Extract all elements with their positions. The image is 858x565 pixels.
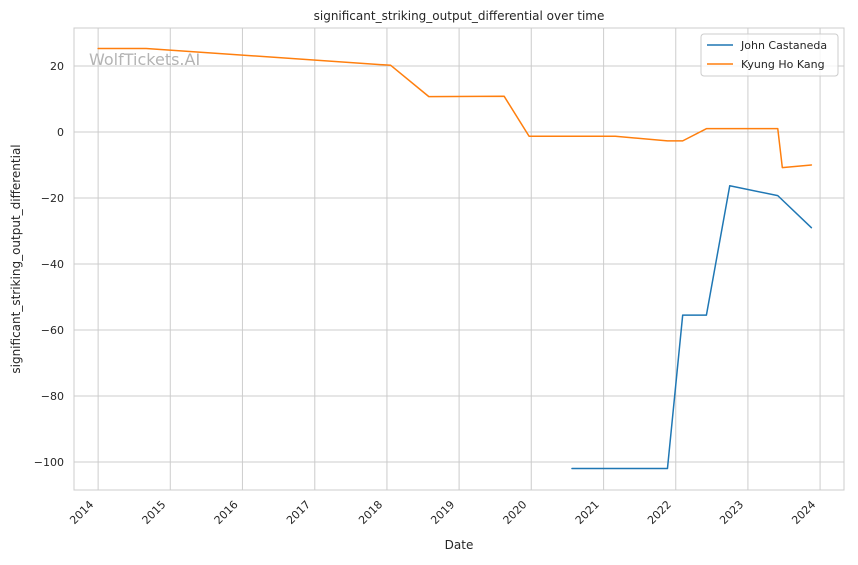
y-tick-label: 20 — [50, 60, 64, 73]
series-line-kyung-ho-kang — [97, 47, 813, 169]
x-tick-label: 2014 — [67, 498, 96, 527]
x-tick-label: 2015 — [140, 498, 169, 527]
x-tick-label: 2016 — [212, 498, 241, 527]
y-tick-label: −100 — [34, 456, 64, 469]
series-layer — [97, 47, 813, 470]
y-tick-label: −20 — [41, 192, 64, 205]
y-tick-label: −40 — [41, 258, 64, 271]
plot-frame — [73, 27, 845, 491]
series-line-john-castaneda — [571, 184, 813, 470]
x-tick-label: 2023 — [717, 498, 746, 527]
y-tick-label: 0 — [57, 126, 64, 139]
x-axis-label: Date — [445, 538, 474, 552]
x-tick-label: 2018 — [356, 498, 385, 527]
legend-box — [700, 33, 839, 77]
x-tick-label: 2019 — [428, 498, 457, 527]
x-tick-label: 2017 — [284, 498, 313, 527]
chart-title: significant_striking_output_differential… — [314, 9, 605, 23]
legend-label-kyung-ho-kang: Kyung Ho Kang — [741, 58, 825, 71]
legend: John Castaneda Kyung Ho Kang — [700, 33, 839, 77]
x-tick-label: 2024 — [789, 498, 818, 527]
y-tick-label: −80 — [41, 390, 64, 403]
watermark: WolfTickets.AI — [89, 50, 200, 69]
y-axis-label: significant_striking_output_differential — [9, 144, 23, 373]
legend-label-john-castaneda: John Castaneda — [740, 39, 827, 52]
y-tick-label: −60 — [41, 324, 64, 337]
x-tick-label: 2021 — [573, 498, 602, 527]
x-tick-label: 2022 — [645, 498, 674, 527]
grid — [74, 28, 844, 490]
x-tick-label: 2020 — [501, 498, 530, 527]
